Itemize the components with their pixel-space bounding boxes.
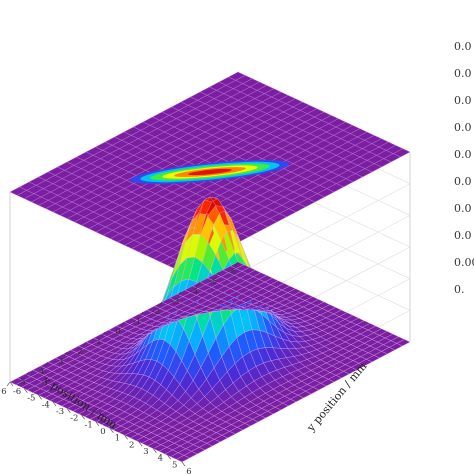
x-tick-label: 0	[115, 327, 120, 337]
x-axis-ticks: -6 -5 -4 -3 -2 -1 0 1 2 3 4 5 6	[1, 261, 239, 397]
colorbar-tick-label: 0.00	[454, 256, 474, 269]
x-tick-mark	[25, 371, 30, 377]
y-tick-mark	[110, 428, 114, 433]
y-tick-mark	[95, 421, 100, 427]
y-tick-label: -5	[27, 394, 35, 404]
x-tick-label: -6	[228, 267, 236, 277]
y-tick-label: 4	[158, 454, 163, 464]
x-tick-label: 4	[39, 367, 44, 377]
colorbar-tick-label: 0.0	[454, 229, 472, 242]
colorbar-tick-label: 0.0	[454, 67, 472, 80]
x-tick-mark	[120, 321, 125, 327]
y-tick-mark	[124, 435, 128, 440]
x-tick-mark	[234, 261, 239, 267]
y-tick-label: -6	[13, 387, 21, 397]
x-tick-label: -5	[209, 277, 217, 287]
x-tick-label: -2	[152, 307, 160, 317]
y-tick-mark	[24, 388, 28, 393]
x-tick-label: 2	[77, 347, 82, 357]
y-tick-mark	[38, 395, 42, 400]
surface-cell	[9, 377, 24, 385]
projection-ring	[188, 168, 232, 176]
x-tick-label: 5	[20, 377, 25, 387]
y-tick-label: 5	[172, 460, 177, 470]
x-tick-label: 3	[58, 357, 63, 367]
y-tick-mark	[81, 415, 85, 420]
x-tick-label: -1	[133, 317, 141, 327]
x-tick-label: -3	[171, 297, 179, 307]
colorbar-tick-label: 0.0	[454, 121, 472, 134]
x-tick-mark	[139, 311, 144, 317]
x-tick-label: 6	[1, 387, 6, 397]
y-tick-label: 1	[115, 434, 120, 444]
colorbar-tick-label: 0.0	[454, 40, 472, 53]
x-tick-mark	[177, 291, 182, 297]
y-tick-mark	[181, 461, 186, 467]
y-tick-label: -4	[42, 400, 50, 410]
y-tick-mark	[138, 441, 143, 447]
x-tick-label: -4	[190, 287, 198, 297]
side-wall-line	[237, 230, 411, 311]
colorbar-tick-label: 0.	[454, 283, 465, 296]
colorbar-tick-label: 0.0	[454, 148, 472, 161]
x-tick-label: 1	[96, 337, 101, 347]
y-tick-label: -2	[70, 414, 78, 424]
y-tick-mark	[67, 408, 71, 413]
y-tick-label: 6	[186, 467, 191, 474]
y-tick-mark	[52, 401, 57, 407]
colorbar-tick-label: 0.0	[454, 175, 472, 188]
y-tick-label: -3	[56, 407, 64, 417]
y-tick-label: -1	[85, 420, 93, 430]
x-tick-mark	[44, 361, 49, 367]
x-tick-mark	[6, 381, 11, 387]
colorbar-labels: 0.0 0.0 0.0 0.0 0.0 0.0 0.0 0.0 0.00 0.	[454, 40, 474, 296]
top-projection-ellipse	[130, 160, 290, 184]
y-tick-label: 2	[129, 440, 134, 450]
colorbar-tick-label: 0.0	[454, 202, 472, 215]
y-tick-mark	[9, 381, 14, 387]
x-tick-mark	[101, 331, 106, 337]
colorbar-tick-label: 0.0	[454, 94, 472, 107]
x-tick-mark	[63, 351, 68, 357]
y-tick-mark	[153, 448, 157, 453]
y-tick-mark	[167, 455, 171, 460]
y-tick-label: 0	[100, 427, 105, 437]
x-tick-mark	[158, 301, 163, 307]
gaussian-surface	[9, 196, 411, 463]
y-tick-label: 3	[143, 447, 148, 457]
x-tick-mark	[196, 281, 201, 287]
x-tick-mark	[82, 341, 87, 347]
x-tick-mark	[215, 271, 220, 277]
